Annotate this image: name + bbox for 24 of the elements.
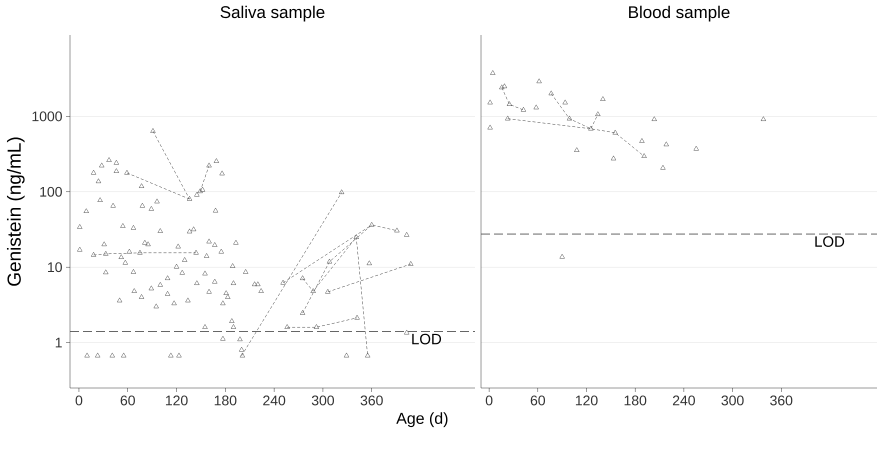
y-axis-title: Genistein (ng/mL) <box>6 137 25 286</box>
ref-line-label: LOD <box>412 334 442 344</box>
y-tick-label: 100 <box>40 186 62 197</box>
x-tick-label: 180 <box>214 396 236 406</box>
chart-title: Blood sample <box>629 6 730 22</box>
y-tick-label: 1000 <box>32 111 62 122</box>
x-tick-label: 120 <box>166 396 188 406</box>
x-tick-label: 360 <box>360 396 383 406</box>
x-tick-label: 300 <box>721 396 744 406</box>
x-tick-label: 120 <box>576 396 598 406</box>
x-tick-label: 300 <box>312 396 334 406</box>
x-tick-label: 0 <box>486 396 492 406</box>
x-tick-label: 240 <box>263 396 286 406</box>
y-tick-label: 10 <box>48 262 62 272</box>
x-tick-label: 180 <box>624 396 646 406</box>
x-tick-label: 360 <box>770 396 792 406</box>
x-tick-label: 60 <box>120 396 135 406</box>
ref-line-label: LOD <box>815 236 844 247</box>
y-tick-label: 1 <box>56 338 62 348</box>
x-tick-label: 240 <box>672 396 695 406</box>
x-tick-label: 60 <box>530 396 546 406</box>
x-tick-label: 0 <box>76 396 82 406</box>
chart-title: Saliva sample <box>220 6 324 22</box>
x-axis-title: Age (d) <box>396 412 448 428</box>
